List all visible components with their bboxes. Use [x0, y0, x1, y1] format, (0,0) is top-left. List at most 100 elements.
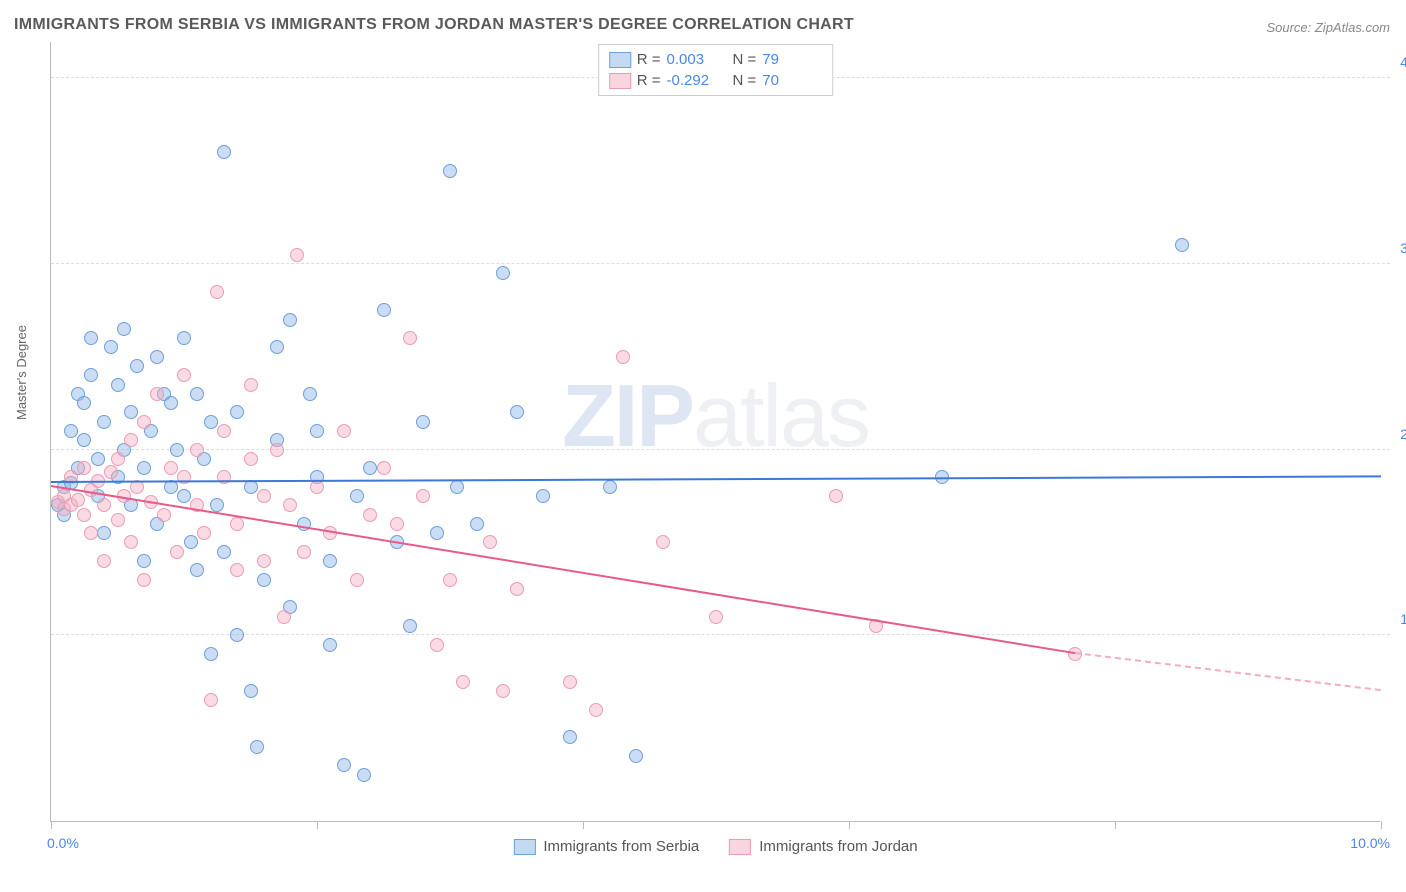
gridline: [51, 634, 1390, 635]
data-point: [77, 461, 91, 475]
data-point: [277, 610, 291, 624]
r-value-jordan: -0.292: [667, 72, 727, 89]
gridline: [51, 263, 1390, 264]
r-label: R =: [637, 51, 661, 68]
data-point: [197, 526, 211, 540]
data-point: [204, 647, 218, 661]
data-point: [270, 340, 284, 354]
data-point: [204, 693, 218, 707]
data-point: [390, 517, 404, 531]
data-point: [510, 405, 524, 419]
data-point: [363, 508, 377, 522]
data-point: [177, 489, 191, 503]
data-point: [250, 740, 264, 754]
data-point: [217, 145, 231, 159]
gridline: [51, 449, 1390, 450]
data-point: [184, 535, 198, 549]
data-point: [257, 489, 271, 503]
data-point: [297, 545, 311, 559]
chart-title: IMMIGRANTS FROM SERBIA VS IMMIGRANTS FRO…: [14, 16, 854, 34]
series-legend: Immigrants from Serbia Immigrants from J…: [513, 838, 917, 855]
data-point: [217, 424, 231, 438]
data-point: [230, 405, 244, 419]
data-point: [563, 675, 577, 689]
data-point: [77, 508, 91, 522]
data-point: [257, 554, 271, 568]
data-point: [77, 396, 91, 410]
data-point: [230, 517, 244, 531]
y-tick-label: 10.0%: [1400, 611, 1406, 627]
data-point: [244, 378, 258, 392]
data-point: [616, 350, 630, 364]
chart-container: ZIPatlas R = 0.003 N = 79 R = -0.292 N =…: [50, 42, 1380, 822]
data-point: [403, 331, 417, 345]
data-point: [337, 758, 351, 772]
data-point: [137, 415, 151, 429]
data-point: [77, 433, 91, 447]
data-point: [177, 331, 191, 345]
data-point: [244, 684, 258, 698]
data-point: [117, 322, 131, 336]
trend-line: [51, 485, 1075, 654]
data-point: [496, 684, 510, 698]
data-point: [190, 563, 204, 577]
data-point: [456, 675, 470, 689]
data-point: [137, 573, 151, 587]
trend-line: [51, 475, 1381, 483]
legend-item-jordan: Immigrants from Jordan: [729, 838, 917, 855]
y-tick-label: 20.0%: [1400, 426, 1406, 442]
data-point: [124, 433, 138, 447]
x-tick: [317, 821, 318, 829]
data-point: [589, 703, 603, 717]
data-point: [170, 545, 184, 559]
y-tick-label: 30.0%: [1400, 240, 1406, 256]
data-point: [190, 443, 204, 457]
data-point: [430, 638, 444, 652]
data-point: [230, 628, 244, 642]
data-point: [97, 526, 111, 540]
data-point: [337, 424, 351, 438]
data-point: [204, 415, 218, 429]
data-point: [603, 480, 617, 494]
data-point: [290, 248, 304, 262]
data-point: [130, 359, 144, 373]
data-point: [470, 517, 484, 531]
data-point: [91, 452, 105, 466]
data-point: [177, 368, 191, 382]
x-tick: [583, 821, 584, 829]
data-point: [257, 573, 271, 587]
y-tick-label: 40.0%: [1400, 54, 1406, 70]
data-point: [563, 730, 577, 744]
data-point: [416, 489, 430, 503]
data-point: [829, 489, 843, 503]
data-point: [430, 526, 444, 540]
data-point: [403, 619, 417, 633]
y-axis-label: Master's Degree: [14, 325, 29, 420]
data-point: [1175, 238, 1189, 252]
data-point: [310, 424, 324, 438]
data-point: [104, 465, 118, 479]
data-point: [244, 452, 258, 466]
source-attribution: Source: ZipAtlas.com: [1266, 20, 1390, 35]
swatch-blue: [609, 52, 631, 68]
x-tick: [51, 821, 52, 829]
data-point: [629, 749, 643, 763]
data-point: [157, 508, 171, 522]
data-point: [111, 452, 125, 466]
data-point: [303, 387, 317, 401]
data-point: [111, 378, 125, 392]
data-point: [164, 461, 178, 475]
data-point: [323, 554, 337, 568]
data-point: [350, 573, 364, 587]
data-point: [104, 340, 118, 354]
data-point: [137, 461, 151, 475]
data-point: [443, 573, 457, 587]
x-tick: [849, 821, 850, 829]
swatch-blue: [513, 839, 535, 855]
legend-row-jordan: R = -0.292 N = 70: [609, 70, 823, 91]
data-point: [170, 443, 184, 457]
x-axis-min-label: 0.0%: [47, 835, 79, 851]
data-point: [190, 387, 204, 401]
legend-label-serbia: Immigrants from Serbia: [543, 838, 699, 855]
legend-row-serbia: R = 0.003 N = 79: [609, 49, 823, 70]
